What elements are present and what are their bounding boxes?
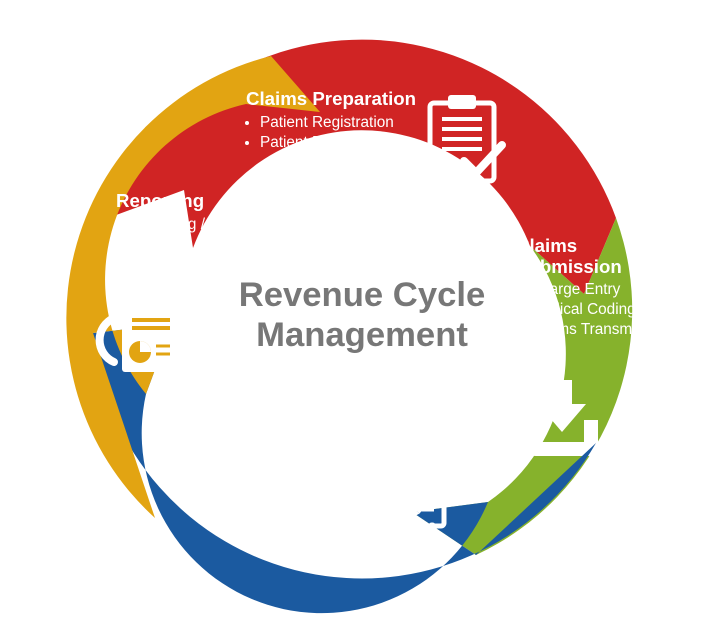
list-item: A/R Follow Up xyxy=(234,498,490,516)
title-line: Claims xyxy=(516,235,577,256)
center-title-line1: Revenue Cycle xyxy=(239,276,486,314)
label-claims-management: Claims Management Payment Posting Denial… xyxy=(220,432,490,538)
list-item: Patient Eligibility xyxy=(260,134,506,152)
list-item: Reporting / Analysis xyxy=(130,216,246,252)
label-claims-submission: Claims Submission Charge Entry Medical C… xyxy=(516,236,686,341)
title-reporting: Reporting xyxy=(116,190,246,212)
list-item: Charge Entry xyxy=(530,281,686,299)
label-claims-preparation: Claims Preparation Patient Registration … xyxy=(246,88,506,154)
list-item: Patient Registration xyxy=(260,114,506,132)
list-item: Medical Coding xyxy=(530,301,686,319)
title-claims-preparation: Claims Preparation xyxy=(246,88,506,110)
label-reporting: Reporting Reporting / Analysis xyxy=(116,190,246,254)
list-item: Denial Management xyxy=(234,478,490,496)
list-item: Patient Billing and Collections xyxy=(234,518,490,536)
title-line: Submission xyxy=(516,256,622,277)
list-item: Payment Posting xyxy=(234,458,490,476)
list-item: Claims Transmission xyxy=(530,321,686,339)
infographic-stage: { "diagram": { "type": "infographic", "s… xyxy=(0,0,724,636)
title-claims-submission: Claims Submission xyxy=(516,236,686,277)
center-title-line2: Management xyxy=(256,316,468,354)
title-claims-management: Claims Management xyxy=(220,432,490,454)
